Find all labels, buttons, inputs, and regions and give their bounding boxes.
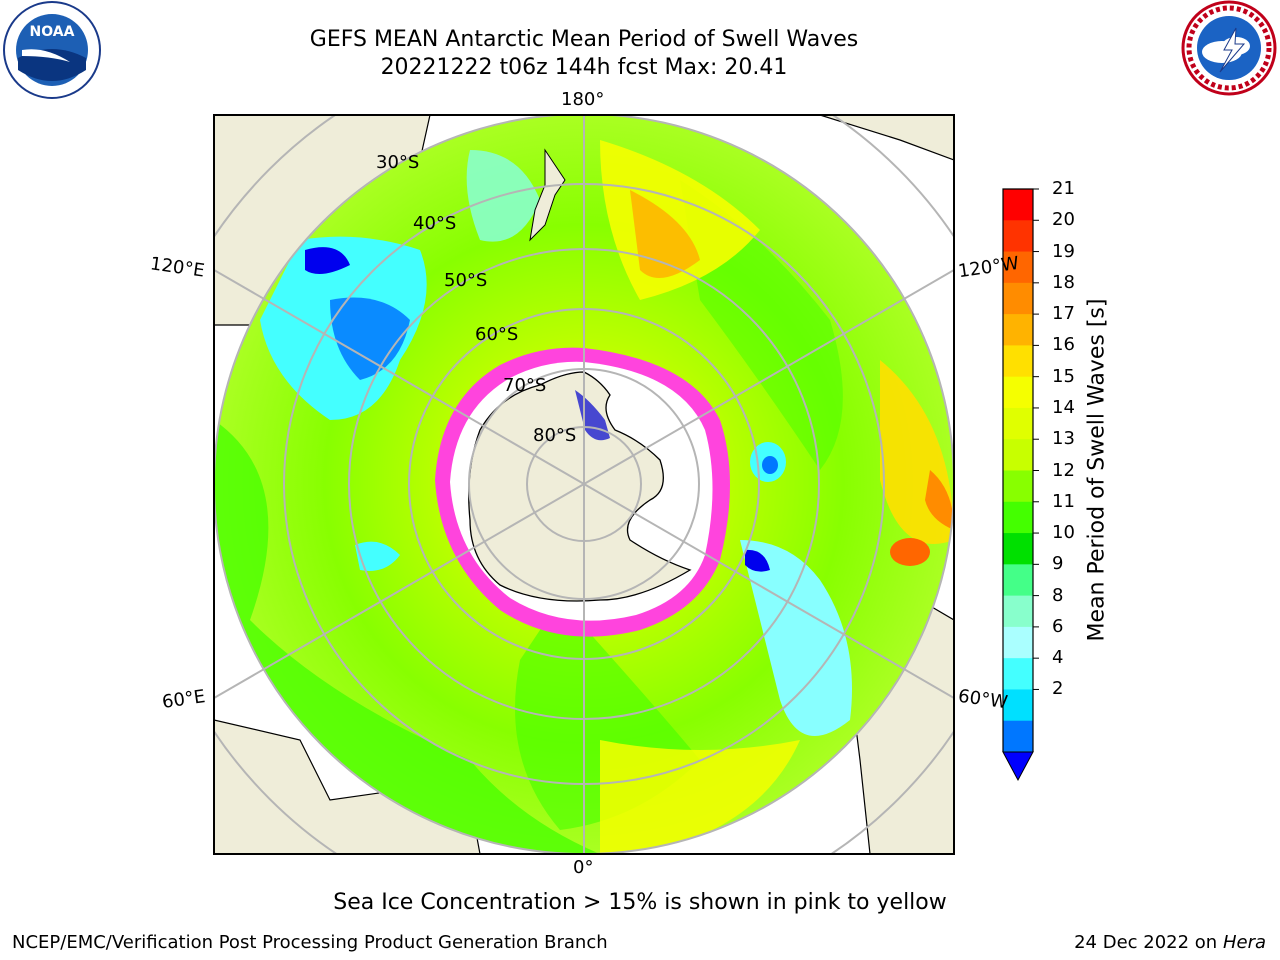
colorbar-swatch <box>1003 689 1033 722</box>
noaa-logo-text: NOAA <box>30 24 75 40</box>
colorbar-tick-label: 10 <box>1052 522 1075 544</box>
colorbar-tick-label: 13 <box>1052 428 1075 450</box>
sea-ice-note: Sea Ice Concentration > 15% is shown in … <box>333 890 947 915</box>
map-frame <box>213 114 955 855</box>
colorbar-swatch <box>1003 376 1033 409</box>
colorbar-swatch <box>1003 251 1033 284</box>
colorbar-tick-label: 12 <box>1052 459 1075 481</box>
colorbar-swatch <box>1003 658 1033 690</box>
lon-label-180: 180° <box>561 89 605 110</box>
colorbar-tick-label: 17 <box>1052 303 1075 325</box>
longitude-gridlines <box>214 115 954 854</box>
colorbar-tick-label: 8 <box>1052 584 1064 606</box>
lon-label-0: 0° <box>573 857 594 878</box>
colorbar-swatch <box>1003 595 1033 628</box>
run-date: 24 Dec 2022 on Hera <box>1074 932 1266 953</box>
colorbar-swatch <box>1003 439 1033 471</box>
colorbar-tick-label: 9 <box>1052 553 1064 575</box>
map-title: GEFS MEAN Antarctic Mean Period of Swell… <box>309 27 859 52</box>
colorbar-swatch <box>1003 314 1033 346</box>
colorbar-tick-label: 18 <box>1052 271 1075 293</box>
colorbar-swatch <box>1003 189 1033 221</box>
colorbar-tick-label: 2 <box>1052 678 1064 700</box>
colorbar-tick-label: 15 <box>1052 365 1075 387</box>
colorbar-swatch <box>1003 720 1033 753</box>
colorbar-tick-label: 4 <box>1052 647 1064 669</box>
noaa-logo: NOAA <box>3 1 101 99</box>
map-subtitle: 20221222 t06z 144h fcst Max: 20.41 <box>380 55 788 80</box>
colorbar-swatch <box>1003 533 1033 565</box>
lat-label-30s: 30°S <box>376 152 420 173</box>
colorbar <box>1002 188 1039 782</box>
colorbar-extend-arrow <box>1002 751 1034 782</box>
colorbar-tick-label: 21 <box>1052 178 1075 199</box>
colorbar-tick-label: 20 <box>1052 209 1075 231</box>
run-date-text: 24 Dec 2022 on <box>1074 932 1218 953</box>
colorbar-swatch <box>1003 470 1033 503</box>
colorbar-tick-label: 11 <box>1052 490 1075 512</box>
credit-line: NCEP/EMC/Verification Post Processing Pr… <box>12 932 608 953</box>
colorbar-swatch <box>1003 626 1033 659</box>
colorbar-swatch <box>1003 345 1033 378</box>
colorbar-tick-label: 14 <box>1052 396 1075 418</box>
colorbar-swatch <box>1003 564 1033 597</box>
colorbar-swatch <box>1003 220 1033 253</box>
colorbar-swatch <box>1003 407 1033 440</box>
colorbar-tick-label: 19 <box>1052 240 1075 262</box>
colorbar-swatch <box>1003 282 1033 315</box>
colorbar-swatch <box>1003 501 1033 534</box>
lat-label-70s: 70°S <box>503 375 547 396</box>
machine-name: Hera <box>1222 932 1266 953</box>
colorbar-tick-label: 16 <box>1052 334 1075 356</box>
colorbar-tick-label: 6 <box>1052 615 1064 637</box>
lat-label-60s: 60°S <box>475 324 519 345</box>
colorbar-label: Mean Period of Swell Waves [s] <box>1084 298 1110 642</box>
lat-label-80s: 80°S <box>533 425 577 446</box>
lat-label-50s: 50°S <box>444 270 488 291</box>
lat-label-40s: 40°S <box>413 213 457 234</box>
nws-logo <box>1181 0 1277 96</box>
